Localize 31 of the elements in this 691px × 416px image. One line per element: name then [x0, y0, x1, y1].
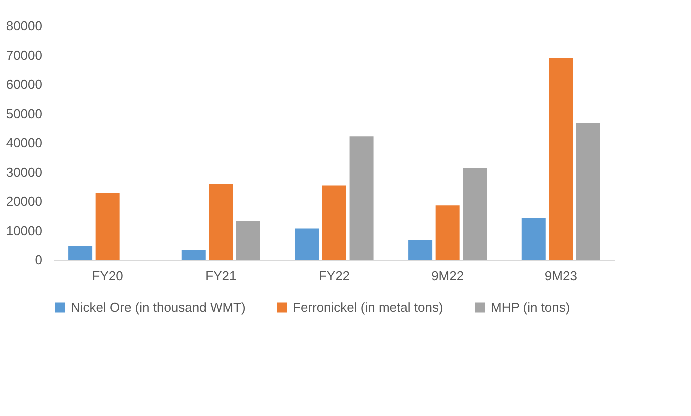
bar: [522, 218, 546, 260]
x-tick-label: FY20: [92, 268, 124, 284]
bar: [322, 186, 346, 260]
y-tick-label: 80000: [6, 18, 42, 34]
y-tick-label: 40000: [6, 136, 42, 150]
y-tick-label: 10000: [6, 223, 42, 238]
x-tick-label: 9M22: [432, 268, 464, 284]
y-tick-label: 0: [35, 252, 42, 268]
bar: [236, 221, 260, 260]
bar: [463, 168, 488, 260]
bar: [295, 228, 320, 260]
legend-label: Nickel Ore (in thousand WMT): [71, 300, 246, 315]
y-tick-label: 50000: [6, 106, 42, 122]
y-tick-label: 20000: [6, 194, 42, 209]
bar: [96, 193, 120, 260]
bar: [68, 246, 93, 260]
legend-label: MHP (in tons): [491, 300, 570, 315]
x-tick-label: FY21: [206, 268, 237, 284]
legend-label: Ferronickel (in metal tons): [293, 300, 444, 315]
bar: [209, 184, 234, 260]
bar: [576, 123, 600, 260]
x-tick-label: FY22: [318, 268, 350, 284]
y-tick-label: 30000: [6, 164, 42, 180]
bar: [408, 240, 433, 260]
y-tick-label: 70000: [6, 48, 42, 63]
y-tick-label: 60000: [6, 77, 42, 92]
bar: [182, 250, 206, 260]
x-tick-label: 9M23: [544, 268, 578, 284]
bar: [350, 136, 374, 260]
bar: [549, 58, 574, 260]
bar: [436, 206, 460, 260]
